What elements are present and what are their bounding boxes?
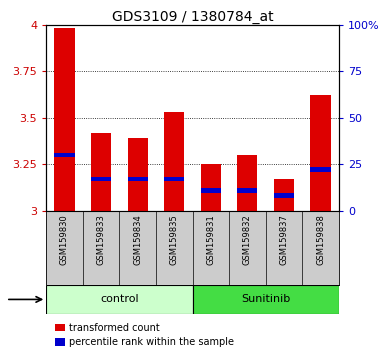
Bar [274,193,294,198]
Bar [274,179,294,211]
Bar [201,188,221,193]
Bar [54,153,75,157]
Bar [164,112,184,211]
Bar [91,177,111,181]
Bar [237,188,258,193]
Bar [54,28,75,211]
Text: GSM159835: GSM159835 [170,214,179,265]
Bar [310,95,331,211]
Bar [46,285,192,314]
Bar [201,164,221,211]
Text: GSM159837: GSM159837 [280,214,288,265]
Bar [127,177,148,181]
Bar [192,285,339,314]
Bar [164,177,184,181]
Text: GSM159830: GSM159830 [60,214,69,265]
Text: GSM159832: GSM159832 [243,214,252,265]
Bar [237,155,258,211]
Bar [310,167,331,172]
Title: GDS3109 / 1380784_at: GDS3109 / 1380784_at [112,10,273,24]
Text: GSM159833: GSM159833 [97,214,105,265]
Text: Sunitinib: Sunitinib [241,295,290,304]
Text: GSM159838: GSM159838 [316,214,325,265]
Bar [127,138,148,211]
Legend: transformed count, percentile rank within the sample: transformed count, percentile rank withi… [51,319,238,352]
Text: GSM159834: GSM159834 [133,214,142,265]
Bar [91,132,111,211]
Text: GSM159831: GSM159831 [206,214,215,265]
Text: control: control [100,295,139,304]
